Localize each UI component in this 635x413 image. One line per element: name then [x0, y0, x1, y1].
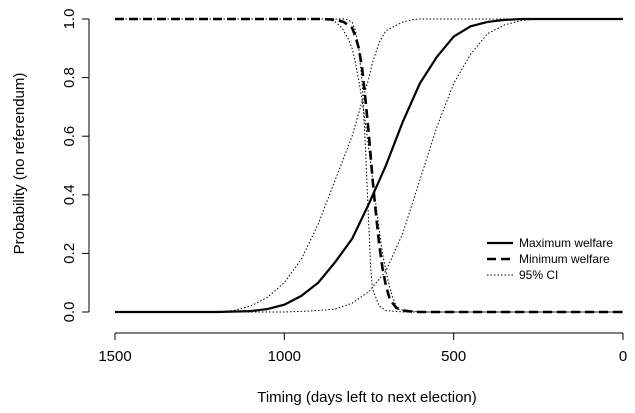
- legend-label: Minimum welfare: [519, 252, 610, 266]
- y-ticks: 0.0 0.2 0.4 0.6 0.8 1.0: [61, 9, 89, 323]
- x-tick-label: 0: [619, 348, 627, 365]
- series-line-solid: [115, 17, 623, 314]
- y-tick-label: 0.6: [61, 126, 78, 147]
- legend-label: 95% CI: [519, 268, 558, 282]
- y-tick-label: 0.8: [61, 67, 78, 88]
- x-tick-label: 1500: [98, 348, 131, 365]
- legend-label: Maximum welfare: [519, 236, 613, 250]
- series-line-dotted: [115, 18, 623, 313]
- y-tick-label: 0.2: [61, 243, 78, 264]
- y-tick-label: 0.4: [61, 184, 78, 205]
- plot-area: 0.0 0.2 0.4 0.6 0.8 1.0 1500 1000 500 0: [61, 9, 627, 365]
- y-tick-label: 0.0: [61, 302, 78, 323]
- y-tick-label: 1.0: [61, 9, 78, 30]
- legend: Maximum welfare Minimum welfare 95% CI: [487, 236, 613, 282]
- series-line-dotted: [115, 18, 623, 313]
- x-axis-title: Timing (days left to next election): [257, 389, 477, 406]
- x-ticks: 1500 1000 500 0: [98, 333, 627, 365]
- x-tick-label: 1000: [268, 348, 301, 365]
- series-layer: [115, 17, 623, 314]
- series-line-dotted: [115, 18, 623, 313]
- x-tick-label: 500: [441, 348, 466, 365]
- y-axis-title: Probability (no referendum): [11, 73, 28, 255]
